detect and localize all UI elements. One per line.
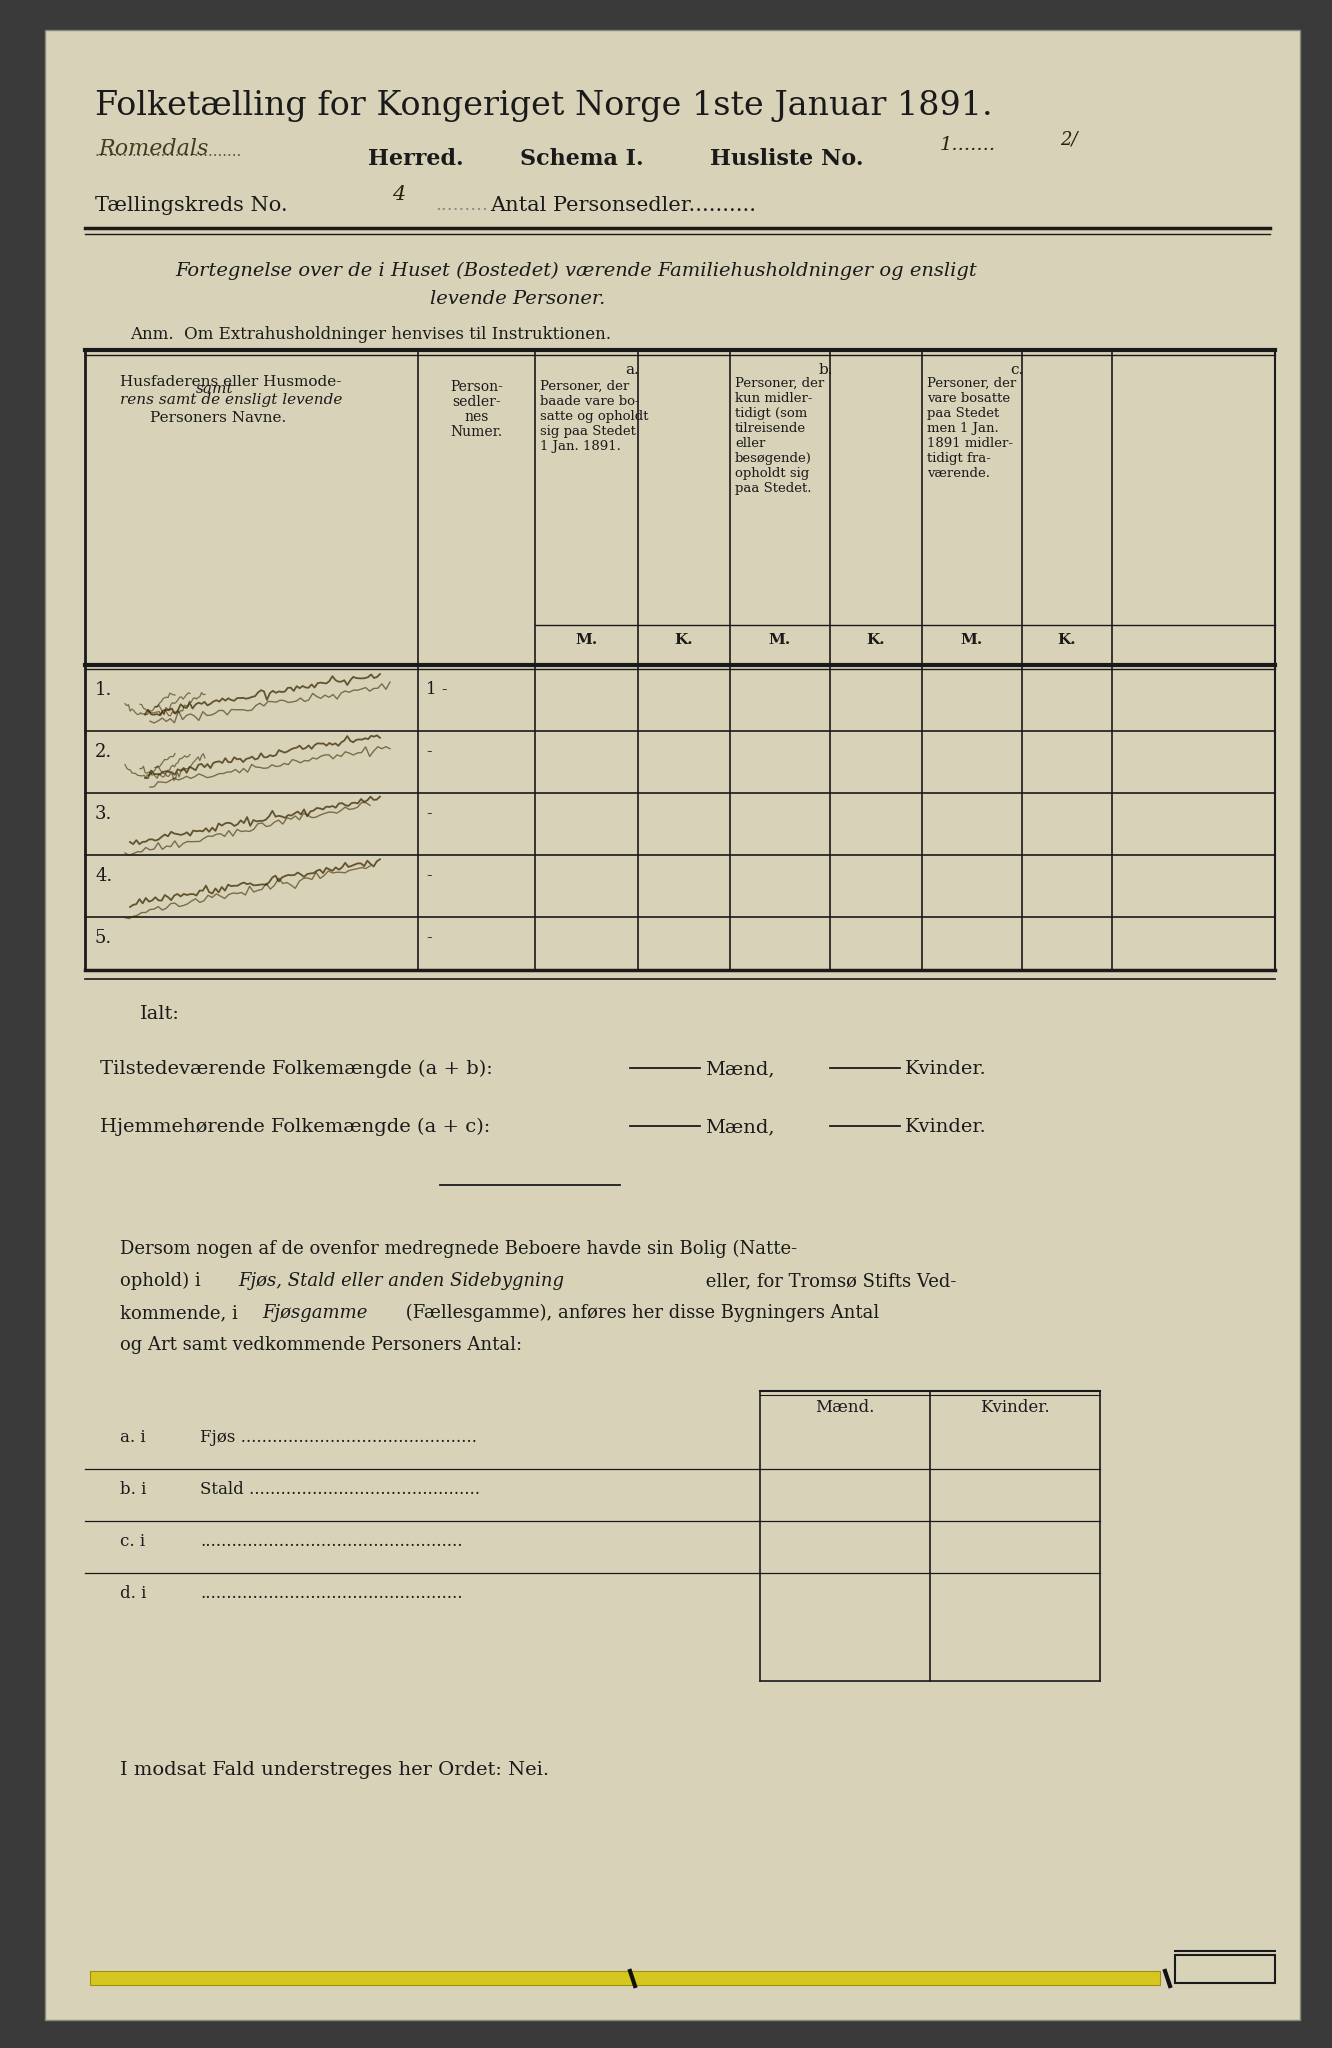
Text: Mænd.: Mænd. <box>815 1399 875 1415</box>
Text: 1891 midler-: 1891 midler- <box>927 436 1014 451</box>
Text: Dersom nogen af de ovenfor medregnede Beboere havde sin Bolig (Natte-: Dersom nogen af de ovenfor medregnede Be… <box>120 1239 797 1257</box>
Text: I modsat Fald understreges her Ordet: Nei.: I modsat Fald understreges her Ordet: Ne… <box>120 1761 549 1780</box>
Text: Numer.: Numer. <box>450 426 502 438</box>
Text: men 1 Jan.: men 1 Jan. <box>927 422 999 434</box>
Text: Herred.: Herred. <box>368 147 464 170</box>
Text: kun midler-: kun midler- <box>735 391 813 406</box>
Text: Folketælling for Kongeriget Norge 1ste Januar 1891.: Folketælling for Kongeriget Norge 1ste J… <box>95 90 992 123</box>
Text: og Art samt vedkommende Personers Antal:: og Art samt vedkommende Personers Antal: <box>120 1335 522 1354</box>
Text: Mænd,: Mænd, <box>705 1061 774 1077</box>
Text: K.: K. <box>675 633 694 647</box>
Text: eller: eller <box>735 436 766 451</box>
Text: ..................................................: ........................................… <box>200 1534 462 1550</box>
Text: Tilstedeværende Folkemængde (a + b):: Tilstedeværende Folkemængde (a + b): <box>100 1061 493 1077</box>
Text: c.: c. <box>1011 362 1023 377</box>
Text: M.: M. <box>575 633 598 647</box>
Text: d. i: d. i <box>120 1585 147 1602</box>
Text: rens samt de ensligt levende: rens samt de ensligt levende <box>120 393 342 408</box>
Text: paa Stedet.: paa Stedet. <box>735 481 811 496</box>
Text: a.: a. <box>626 362 639 377</box>
Text: Kvinder.: Kvinder. <box>904 1118 987 1137</box>
Text: tilreisende: tilreisende <box>735 422 806 434</box>
Text: 1 -: 1 - <box>426 682 448 698</box>
Text: M.: M. <box>960 633 983 647</box>
Text: 2.: 2. <box>95 743 112 762</box>
Text: b.: b. <box>819 362 834 377</box>
Text: kommende, i: kommende, i <box>120 1305 244 1323</box>
Text: K.: K. <box>867 633 886 647</box>
Text: 1.......: 1....... <box>940 135 996 154</box>
FancyArrow shape <box>91 1970 1160 1985</box>
Text: -: - <box>426 805 432 821</box>
Text: Anm.  Om Extrahusholdninger henvises til Instruktionen.: Anm. Om Extrahusholdninger henvises til … <box>131 326 611 342</box>
Text: Hjemmehørende Folkemængde (a + c):: Hjemmehørende Folkemængde (a + c): <box>100 1118 490 1137</box>
Text: -: - <box>426 866 432 885</box>
Text: opholdt sig: opholdt sig <box>735 467 810 479</box>
Text: Schema I.: Schema I. <box>519 147 643 170</box>
Text: vare bosatte: vare bosatte <box>927 391 1010 406</box>
Text: Romedals: Romedals <box>99 137 208 160</box>
Text: Personer, der: Personer, der <box>927 377 1016 389</box>
Text: eller, for Tromsø Stifts Ved-: eller, for Tromsø Stifts Ved- <box>701 1272 956 1290</box>
Text: levende Personer.: levende Personer. <box>430 291 605 307</box>
Text: 4.: 4. <box>95 866 112 885</box>
Text: sig paa Stedet: sig paa Stedet <box>539 426 635 438</box>
Text: .........: ......... <box>436 197 488 213</box>
Text: Værdi: Værdi <box>1200 1960 1249 1974</box>
Text: M.: M. <box>769 633 791 647</box>
Text: (Fællesgamme), anføres her disse Bygningers Antal: (Fællesgamme), anføres her disse Bygning… <box>400 1305 879 1323</box>
Text: Mænd,: Mænd, <box>705 1118 774 1137</box>
Text: 3.: 3. <box>95 805 112 823</box>
Text: 5.: 5. <box>95 930 112 946</box>
Text: ..................................................: ........................................… <box>200 1585 462 1602</box>
Text: Antal Personsedler..........: Antal Personsedler.......... <box>490 197 757 215</box>
Text: -: - <box>426 743 432 760</box>
Text: Kvinder.: Kvinder. <box>904 1061 987 1077</box>
Text: paa Stedet: paa Stedet <box>927 408 999 420</box>
Text: Fortegnelse over de i Huset (Bostedet) værende Familiehusholdninger og ensligt: Fortegnelse over de i Huset (Bostedet) v… <box>174 262 976 281</box>
Text: Personers Navne.: Personers Navne. <box>151 412 286 426</box>
Text: Fjøsgamme: Fjøsgamme <box>262 1305 368 1323</box>
Text: Stald ............................................: Stald ..................................… <box>200 1481 480 1497</box>
Text: Husfaderens eller Husmode-: Husfaderens eller Husmode- <box>120 375 341 389</box>
Text: -: - <box>426 930 432 946</box>
Text: Fjøs, Stald eller anden Sidebygning: Fjøs, Stald eller anden Sidebygning <box>238 1272 563 1290</box>
Text: a. i: a. i <box>120 1430 145 1446</box>
Text: samt: samt <box>196 383 233 395</box>
Text: Person-: Person- <box>450 381 503 393</box>
Text: ophold) i: ophold) i <box>120 1272 206 1290</box>
Text: baade vare bo-: baade vare bo- <box>539 395 639 408</box>
Text: Fjøs .............................................: Fjøs ...................................… <box>200 1430 477 1446</box>
Text: 4: 4 <box>392 184 405 205</box>
Text: 1 Jan. 1891.: 1 Jan. 1891. <box>539 440 621 453</box>
Text: satte og opholdt: satte og opholdt <box>539 410 649 424</box>
Text: besøgende): besøgende) <box>735 453 813 465</box>
Text: K.: K. <box>1058 633 1076 647</box>
Text: tidigt fra-: tidigt fra- <box>927 453 991 465</box>
Text: 1.: 1. <box>95 682 112 698</box>
Text: Tællingskreds No.: Tællingskreds No. <box>95 197 288 215</box>
Text: sedler-: sedler- <box>452 395 501 410</box>
Text: ...............................: ............................... <box>95 145 242 160</box>
Text: Husliste No.: Husliste No. <box>710 147 863 170</box>
Text: 2/: 2/ <box>1060 129 1078 147</box>
Text: Kvinder.: Kvinder. <box>980 1399 1050 1415</box>
Text: b. i: b. i <box>120 1481 147 1497</box>
Text: nes: nes <box>465 410 489 424</box>
Text: Personer, der: Personer, der <box>539 381 629 393</box>
Text: tidigt (som: tidigt (som <box>735 408 807 420</box>
Text: værende.: værende. <box>927 467 990 479</box>
Text: c. i: c. i <box>120 1534 145 1550</box>
Text: Ialt:: Ialt: <box>140 1006 180 1024</box>
Text: Personer, der: Personer, der <box>735 377 825 389</box>
Bar <box>1175 1956 1275 1982</box>
